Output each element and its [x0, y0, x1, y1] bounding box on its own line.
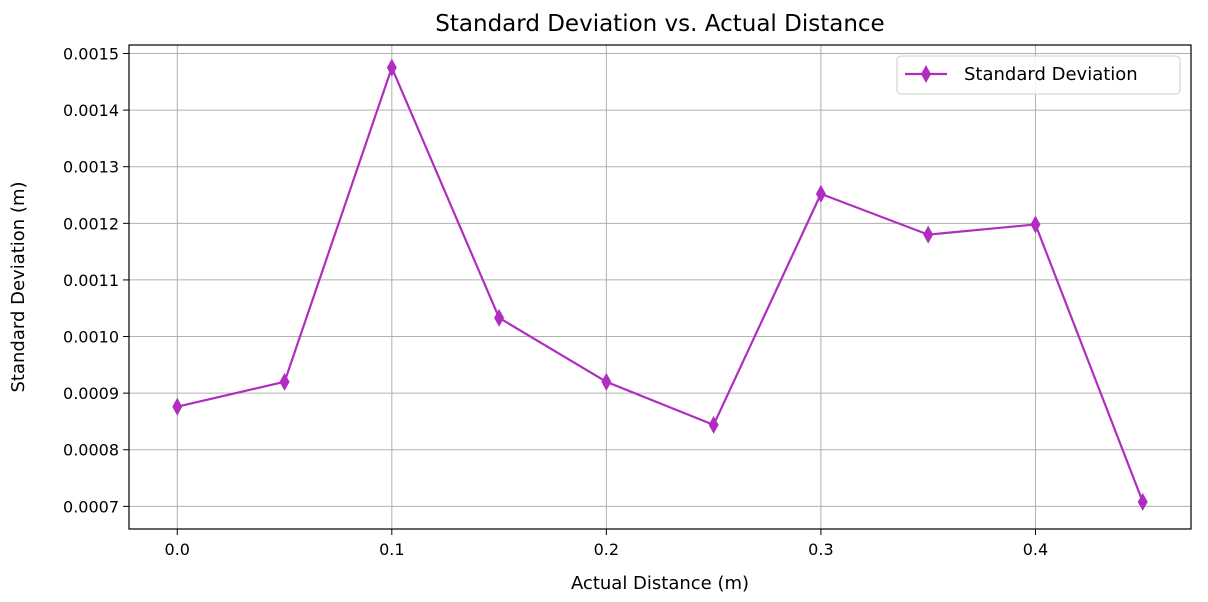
data-point-marker	[815, 184, 826, 203]
data-point-marker	[494, 308, 505, 327]
y-axis-label: Standard Deviation (m)	[8, 181, 29, 392]
data-point-marker	[708, 415, 719, 434]
data-series	[172, 58, 1148, 511]
y-tick-label: 0.0015	[63, 44, 119, 63]
y-tick-label: 0.0014	[63, 101, 119, 120]
data-point-marker	[1030, 215, 1041, 234]
data-point-marker	[279, 372, 290, 391]
data-point-marker	[172, 397, 183, 416]
legend-box	[896, 55, 1181, 95]
series-line	[177, 66, 1144, 503]
data-point-marker	[923, 225, 934, 244]
plot-frame	[128, 44, 1192, 530]
x-tick-label: 0.0	[165, 540, 190, 559]
y-tick-label: 0.0011	[63, 271, 119, 290]
x-tick-label: 0.2	[594, 540, 619, 559]
x-tick-label: 0.4	[1023, 540, 1048, 559]
legend-entry-label: Standard Deviation	[964, 64, 1138, 85]
data-point-marker	[386, 58, 397, 77]
x-axis-label: Actual Distance (m)	[571, 573, 749, 594]
legend-diamond-marker	[921, 65, 931, 83]
x-tick-label: 0.1	[379, 540, 404, 559]
legend: Standard Deviation	[896, 55, 1181, 95]
data-point-marker	[601, 372, 612, 391]
y-tick-label: 0.0009	[63, 384, 119, 403]
y-tick-label: 0.0010	[63, 328, 119, 347]
grid-lines	[129, 45, 1191, 529]
x-tick-label: 0.3	[808, 540, 833, 559]
data-point-marker	[1137, 492, 1148, 511]
y-tick-label: 0.0012	[63, 214, 119, 233]
y-tick-label: 0.0013	[63, 158, 119, 177]
chart-title: Standard Deviation vs. Actual Distance	[435, 11, 884, 37]
axis-ticks: 0.0 0.1 0.2 0.3 0.4 0.0007 0.0008 0.0009 0.0010 0…	[63, 44, 1048, 559]
y-tick-label: 0.0007	[63, 497, 119, 516]
y-tick-label: 0.0008	[63, 441, 119, 460]
